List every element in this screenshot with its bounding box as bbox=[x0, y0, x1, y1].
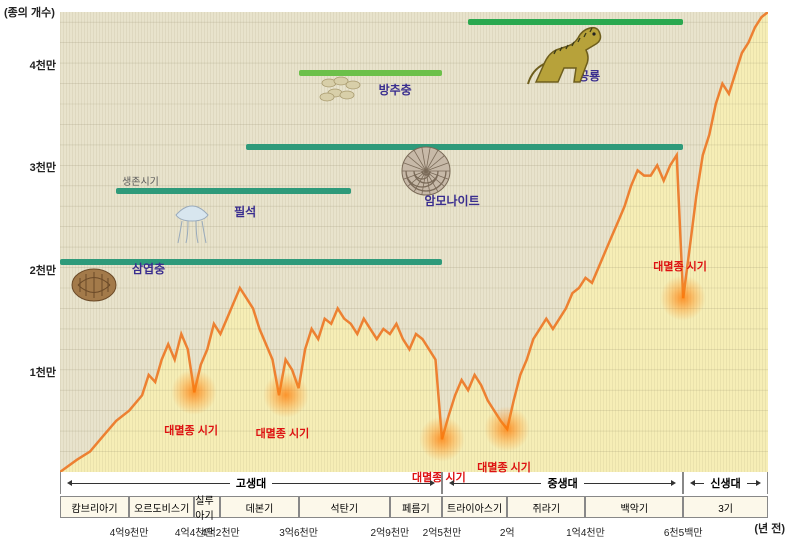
period-cell: 데본기 bbox=[220, 496, 298, 518]
x-tick: 4억9천만 bbox=[110, 524, 149, 539]
dinosaur-icon bbox=[524, 14, 614, 94]
extinction-label: 대멸종 시기 bbox=[256, 425, 310, 441]
x-tick: 2억5천만 bbox=[423, 524, 462, 539]
era-cell: 중생대 bbox=[442, 472, 683, 494]
period-cell: 캄브리아기 bbox=[60, 496, 129, 518]
x-tick: 6천5백만 bbox=[664, 524, 703, 539]
extinction-label: 대멸종 시기 bbox=[653, 258, 707, 274]
y-tick: 1천만 bbox=[20, 364, 56, 380]
x-tick: 3억6천만 bbox=[279, 524, 318, 539]
jellyfish-icon bbox=[166, 193, 218, 250]
species-diversity-chart: (종의 개수) (년 전) 삼엽충필석생존시기암모나이트방추충공룡 대멸종 시기… bbox=[0, 0, 789, 546]
period-cell: 석탄기 bbox=[299, 496, 390, 518]
period-cell: 백악기 bbox=[585, 496, 683, 518]
era-cell: 신생대 bbox=[683, 472, 768, 494]
lifespan-bar-ammonite bbox=[246, 144, 683, 150]
period-cell: 쥐라기 bbox=[507, 496, 585, 518]
period-row: 캄브리아기오르도비스기실루아기데본기석탄기페름기트라이아스기쥐라기백악기3기 bbox=[60, 496, 768, 518]
lifespan-caption: 생존시기 bbox=[122, 173, 159, 188]
era-label: 고생대 bbox=[230, 475, 272, 491]
plot-area: 삼엽충필석생존시기암모나이트방추충공룡 대멸종 시기대멸종 시기대멸종 시기대멸… bbox=[60, 12, 768, 472]
x-axis-label: (년 전) bbox=[754, 520, 785, 536]
organism-label-graptolite: 필석 bbox=[234, 203, 256, 220]
lifespan-bar-graptolite bbox=[116, 188, 351, 194]
organism-label-trilobite: 삼엽충 bbox=[132, 260, 165, 277]
trilobite-icon bbox=[66, 264, 122, 311]
x-tick: 2억9천만 bbox=[371, 524, 410, 539]
period-cell: 페름기 bbox=[390, 496, 442, 518]
y-tick: 3천만 bbox=[20, 159, 56, 175]
ammonite-icon bbox=[396, 141, 456, 206]
era-label: 신생대 bbox=[704, 475, 746, 491]
organism-label-fusulinid: 방추충 bbox=[379, 81, 412, 98]
period-cell: 실루아기 bbox=[194, 496, 220, 518]
era-cell: 고생대 bbox=[60, 472, 442, 494]
grains-icon bbox=[317, 73, 367, 112]
era-row: 고생대 중생대 신생대 bbox=[60, 472, 768, 494]
period-cell: 오르도비스기 bbox=[129, 496, 194, 518]
y-axis-label: (종의 개수) bbox=[4, 4, 55, 20]
y-tick: 4천만 bbox=[20, 57, 56, 73]
x-tick: 1억4천만 bbox=[566, 524, 605, 539]
y-tick: 2천만 bbox=[20, 262, 56, 278]
era-label: 중생대 bbox=[541, 475, 583, 491]
extinction-label: 대멸종 시기 bbox=[164, 422, 218, 438]
x-tick: 4억2천만 bbox=[201, 524, 240, 539]
x-tick: 2억 bbox=[500, 524, 515, 539]
period-cell: 3기 bbox=[683, 496, 768, 518]
period-cell: 트라이아스기 bbox=[442, 496, 507, 518]
